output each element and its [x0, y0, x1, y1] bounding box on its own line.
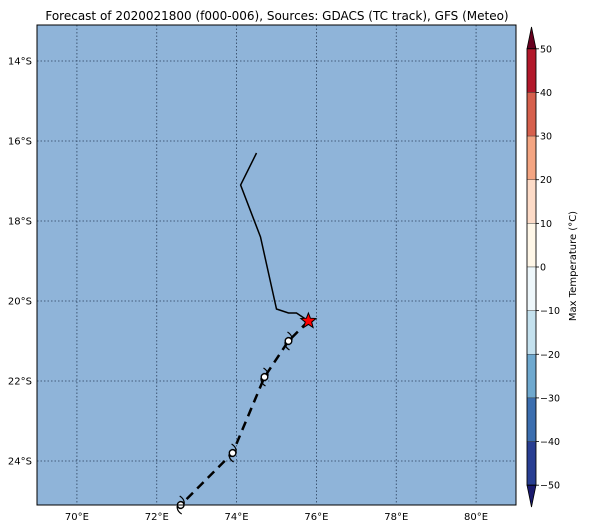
- ocean-background: [37, 25, 516, 505]
- colorbar-tick-label: −40: [540, 437, 560, 448]
- colorbar-band: [526, 354, 537, 399]
- colorbar-tick-label: 30: [540, 132, 552, 143]
- colorbar-tick-label: −10: [540, 306, 560, 317]
- lat-tick-label: 24°S: [8, 457, 32, 468]
- colorbar-tick-label: 50: [540, 44, 552, 55]
- colorbar-band: [526, 48, 537, 93]
- figure-title: Forecast of 2020021800 (f000-006), Sourc…: [45, 9, 508, 23]
- lat-tick-label: 20°S: [8, 297, 32, 308]
- colorbar-band: [526, 223, 537, 268]
- lat-tick-label: 18°S: [8, 217, 32, 228]
- cyclone-symbol-icon: [228, 443, 237, 463]
- cyclone-symbol-icon: [260, 367, 269, 387]
- lat-tick-label: 16°S: [8, 137, 32, 148]
- lon-tick-label: 80°E: [464, 512, 488, 523]
- lat-tick-label: 14°S: [8, 57, 32, 68]
- colorbar-band: [526, 310, 537, 355]
- colorbar-band: [526, 266, 537, 311]
- cyclone-symbol-icon: [284, 331, 293, 351]
- graticule: [37, 25, 516, 505]
- colorbar-tick-label: 40: [540, 88, 552, 99]
- lat-tick-label: 22°S: [8, 377, 32, 388]
- map-panel: 70°E 72°E 74°E 76°E 78°E 80°E 14°S 16°S 18°S 20°…: [8, 24, 517, 523]
- map-frame: [36, 24, 517, 506]
- colorbar-tick-label: 20: [540, 175, 552, 186]
- colorbar-tick-label: −20: [540, 350, 560, 361]
- colorbar-max-arrow: [526, 26, 537, 50]
- colorbar-tick-label: 10: [540, 219, 552, 230]
- latitude-tick-labels: 14°S 16°S 18°S 20°S 22°S 24°S: [8, 57, 32, 468]
- colorbar-band: [526, 397, 537, 442]
- colorbar: 50 40 30 20 10 0 −10 −20 −30 −40 −50: [526, 26, 560, 508]
- current-position-star-icon: [299, 311, 318, 329]
- colorbar-band: [526, 179, 537, 224]
- colorbar-tick-label: −30: [540, 393, 560, 404]
- forecast-track-line: [179, 320, 310, 506]
- colorbar-band: [526, 92, 537, 137]
- colorbar-tick-label: −50: [540, 481, 560, 492]
- lon-tick-label: 72°E: [145, 512, 169, 523]
- colorbar-band: [526, 441, 537, 486]
- colorbar-band: [526, 135, 537, 180]
- lon-tick-label: 70°E: [65, 512, 89, 523]
- colorbar-label: Max Temperature (°C): [568, 211, 579, 321]
- lon-tick-label: 76°E: [304, 512, 328, 523]
- colorbar-tick-label: 0: [540, 263, 546, 274]
- past-track-line: [239, 152, 309, 322]
- colorbar-min-arrow: [526, 484, 537, 508]
- lon-tick-label: 78°E: [384, 512, 408, 523]
- cyclone-track: [176, 152, 318, 515]
- lon-tick-label: 74°E: [225, 512, 249, 523]
- longitude-tick-labels: 70°E 72°E 74°E 76°E 78°E 80°E: [65, 512, 488, 523]
